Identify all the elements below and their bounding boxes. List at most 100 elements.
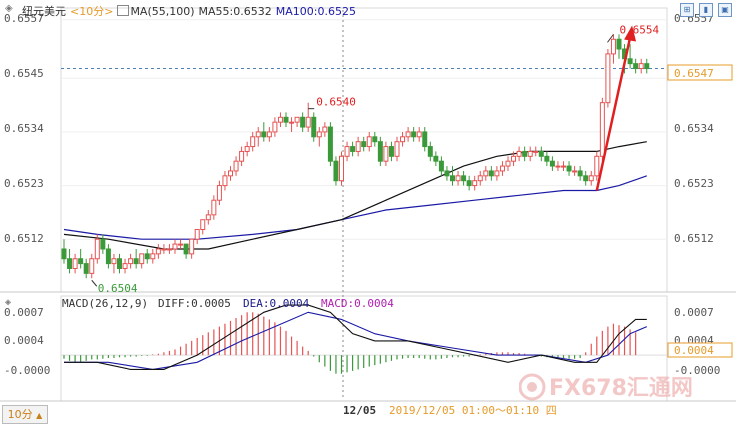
candle bbox=[616, 34, 622, 59]
macd-params: MACD(26,12,9) bbox=[62, 297, 148, 310]
macd-toggle-icon[interactable]: ◈ bbox=[5, 297, 11, 308]
macd-right-tick: -0.0000 bbox=[674, 364, 720, 377]
ma-params: MA(55,100) bbox=[130, 5, 195, 18]
candle bbox=[128, 253, 134, 269]
candle bbox=[555, 161, 561, 171]
candle bbox=[244, 141, 250, 157]
candle bbox=[322, 122, 328, 137]
candle bbox=[394, 136, 400, 162]
candle-body bbox=[605, 53, 611, 104]
candle bbox=[183, 243, 189, 259]
candle bbox=[411, 127, 417, 142]
candle-body bbox=[505, 160, 511, 167]
candle-body bbox=[483, 170, 489, 177]
candle-body bbox=[166, 248, 172, 251]
candle-body bbox=[388, 146, 394, 157]
low-annotation: 0.6504 bbox=[98, 282, 138, 295]
candle-body bbox=[361, 141, 367, 148]
history-icon[interactable]: ▮ bbox=[699, 3, 713, 17]
macd-diff: DIFF:0.0005 bbox=[158, 297, 231, 310]
candle bbox=[377, 136, 383, 167]
candle-body bbox=[405, 131, 411, 138]
candle-body bbox=[200, 219, 206, 230]
candle bbox=[444, 166, 450, 181]
macd-left-tick: 0.0007 bbox=[4, 306, 44, 319]
candle-body bbox=[638, 63, 644, 70]
candle-body bbox=[211, 199, 217, 216]
candle bbox=[205, 209, 211, 225]
candle bbox=[111, 253, 117, 274]
timeframe-tab[interactable]: 10分 ▲ bbox=[2, 405, 48, 424]
timeframe-tab-label: 10分 bbox=[7, 408, 33, 421]
candle bbox=[538, 146, 544, 162]
candle-body bbox=[100, 238, 106, 250]
candle-body bbox=[511, 155, 517, 162]
candle bbox=[216, 180, 222, 206]
candle bbox=[78, 248, 84, 269]
chart-header: 纽元美元 <10分> MA(55,100) MA55:0.6532 MA100:0.65… bbox=[22, 3, 360, 19]
candle bbox=[272, 117, 278, 137]
candle-body bbox=[533, 150, 539, 153]
candle bbox=[61, 239, 67, 264]
price-toggle-icon[interactable]: ◈ bbox=[5, 3, 13, 14]
expand-icon[interactable]: ▣ bbox=[718, 3, 732, 17]
candle-body bbox=[572, 170, 578, 173]
candle bbox=[505, 156, 511, 171]
candle bbox=[588, 170, 594, 186]
candle-body bbox=[522, 150, 528, 157]
candle-body bbox=[516, 150, 522, 157]
candle bbox=[638, 58, 644, 74]
candle bbox=[366, 131, 372, 152]
watermark-logo: FX678汇通网 bbox=[519, 373, 693, 401]
candle-body bbox=[339, 155, 344, 182]
macd-diff-line bbox=[64, 304, 647, 370]
trend-arrow-head bbox=[624, 25, 637, 42]
candle bbox=[499, 161, 505, 176]
candle-body bbox=[244, 146, 250, 152]
candle bbox=[333, 156, 339, 186]
candle-body bbox=[344, 146, 350, 157]
candle-body bbox=[466, 180, 472, 187]
macd-panel bbox=[60, 295, 668, 402]
candle-body bbox=[189, 238, 195, 255]
candle-body bbox=[67, 258, 73, 269]
candle bbox=[83, 258, 89, 279]
candle bbox=[100, 234, 106, 254]
candle-body bbox=[561, 165, 566, 168]
candle bbox=[89, 253, 95, 279]
candle-body bbox=[94, 238, 100, 260]
candle-body bbox=[499, 165, 505, 172]
candle bbox=[222, 170, 228, 191]
candle-body bbox=[261, 131, 267, 138]
candle-body bbox=[228, 170, 233, 177]
mid-high-annotation: 0.6540 bbox=[316, 96, 356, 109]
layout-icon[interactable]: ⊞ bbox=[680, 3, 694, 17]
candle bbox=[139, 253, 145, 269]
candle bbox=[416, 127, 422, 142]
candle-body bbox=[538, 150, 544, 157]
candle bbox=[300, 112, 306, 132]
ma100-value: MA100:0.6525 bbox=[275, 5, 356, 18]
ma55-value: MA55:0.6532 bbox=[198, 5, 272, 18]
candle bbox=[422, 127, 428, 152]
candle bbox=[178, 239, 184, 249]
candle-body bbox=[311, 116, 317, 138]
candle bbox=[472, 175, 478, 191]
macd-current-box bbox=[667, 342, 733, 358]
candle-body bbox=[289, 121, 295, 124]
candle bbox=[289, 117, 295, 132]
candle-body bbox=[438, 160, 444, 172]
candle-body bbox=[610, 38, 616, 55]
candle bbox=[155, 244, 161, 259]
candle-body bbox=[139, 253, 145, 265]
candle bbox=[339, 151, 344, 186]
candle bbox=[477, 170, 483, 186]
candle-body bbox=[305, 116, 311, 128]
candle bbox=[144, 248, 150, 264]
candle bbox=[599, 97, 605, 162]
candle bbox=[211, 195, 217, 220]
macd-layer bbox=[63, 304, 648, 374]
candle bbox=[572, 166, 578, 176]
candle-body bbox=[266, 131, 272, 138]
ma-indicator-icon[interactable] bbox=[117, 5, 130, 16]
